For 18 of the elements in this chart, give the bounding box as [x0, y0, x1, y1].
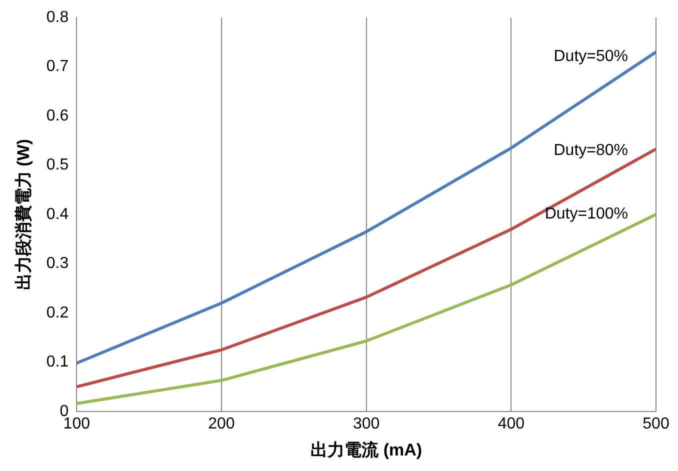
x-tick-label: 100 — [63, 415, 90, 432]
y-tick-label: 0.6 — [46, 107, 69, 124]
y-tick-label: 0.3 — [46, 255, 69, 272]
y-tick-label: 0.4 — [46, 206, 69, 223]
y-tick-label: 0.7 — [46, 58, 69, 76]
y-tick-label: 0.8 — [46, 9, 69, 26]
x-tick-label: 500 — [642, 415, 670, 432]
y-axis-title: 出力段消費電力 (W) — [14, 138, 33, 290]
x-axis-title: 出力電流 (mA) — [310, 440, 422, 460]
series-label: Duty=100% — [544, 206, 628, 223]
series-label: Duty=80% — [554, 142, 628, 159]
y-tick-label: 0.2 — [46, 304, 69, 322]
x-tick-label: 400 — [498, 415, 525, 432]
x-tick-label: 200 — [208, 415, 235, 432]
y-tick-label: 0.1 — [46, 354, 69, 371]
y-tick-label: 0.5 — [46, 156, 69, 174]
series-label: Duty=50% — [554, 48, 628, 66]
x-tick-label: 300 — [352, 415, 380, 432]
